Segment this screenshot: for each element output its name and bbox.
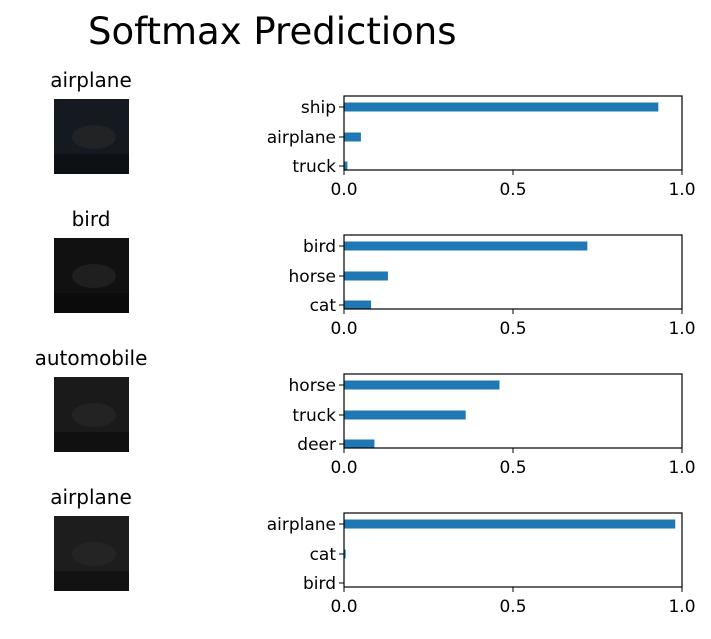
- prediction-row: automobile horse truck deer 0.0 0.5 1.0: [0, 346, 711, 485]
- category-label: deer: [297, 435, 336, 455]
- prediction-row: airplane ship airplane truck 0.0 0.5 1.0: [0, 68, 711, 207]
- x-tick-label: 0.5: [499, 180, 526, 200]
- x-tick-label: 1.0: [668, 319, 695, 339]
- thumbnail-image: [54, 516, 129, 591]
- softmax-bar-chart: horse truck deer 0.0 0.5 1.0: [289, 373, 696, 478]
- probability-bar: [344, 132, 361, 142]
- probability-bar: [344, 439, 375, 449]
- x-tick-label: 0.5: [499, 597, 526, 617]
- prediction-row: bird bird horse cat 0.0 0.5 1.0: [0, 207, 711, 346]
- x-tick-label: 1.0: [668, 458, 695, 478]
- category-label: bird: [303, 237, 336, 257]
- probability-bar: [344, 380, 500, 390]
- category-label: horse: [289, 376, 336, 396]
- x-tick-label: 0.0: [330, 597, 357, 617]
- category-label: bird: [303, 574, 336, 594]
- softmax-bar-chart: airplane cat bird 0.0 0.5 1.0: [267, 512, 696, 617]
- probability-bar: [344, 300, 372, 310]
- image-title: automobile: [34, 346, 148, 370]
- category-label: cat: [310, 545, 337, 565]
- category-label: ship: [301, 98, 336, 118]
- probability-bar: [344, 410, 466, 420]
- category-label: airplane: [267, 128, 336, 148]
- category-label: airplane: [267, 515, 336, 535]
- x-tick-label: 1.0: [668, 597, 695, 617]
- thumbnail-image: [54, 99, 129, 174]
- image-title: airplane: [50, 485, 132, 509]
- probability-bar: [344, 519, 676, 529]
- prediction-row: airplane airplane cat bird 0.0 0.5 1.0: [0, 485, 711, 624]
- probability-bar: [344, 241, 588, 251]
- figure-title: Softmax Predictions: [88, 10, 457, 53]
- category-label: truck: [292, 406, 336, 426]
- probability-bar: [344, 549, 346, 559]
- softmax-bar-chart: bird horse cat 0.0 0.5 1.0: [289, 234, 696, 339]
- softmax-bar-chart: ship airplane truck 0.0 0.5 1.0: [267, 95, 696, 200]
- image-title: airplane: [50, 68, 132, 92]
- x-tick-label: 0.0: [330, 458, 357, 478]
- thumbnail-image: [54, 377, 129, 452]
- x-tick-label: 0.0: [330, 319, 357, 339]
- probability-bar: [344, 271, 388, 281]
- thumbnail-image: [54, 238, 129, 313]
- category-label: truck: [292, 157, 336, 177]
- probability-bar: [344, 102, 659, 112]
- x-tick-label: 0.5: [499, 458, 526, 478]
- x-tick-label: 0.0: [330, 180, 357, 200]
- x-tick-label: 1.0: [668, 180, 695, 200]
- category-label: horse: [289, 267, 336, 287]
- x-tick-label: 0.5: [499, 319, 526, 339]
- category-label: cat: [310, 296, 337, 316]
- image-title: bird: [71, 207, 111, 231]
- probability-bar: [344, 161, 348, 171]
